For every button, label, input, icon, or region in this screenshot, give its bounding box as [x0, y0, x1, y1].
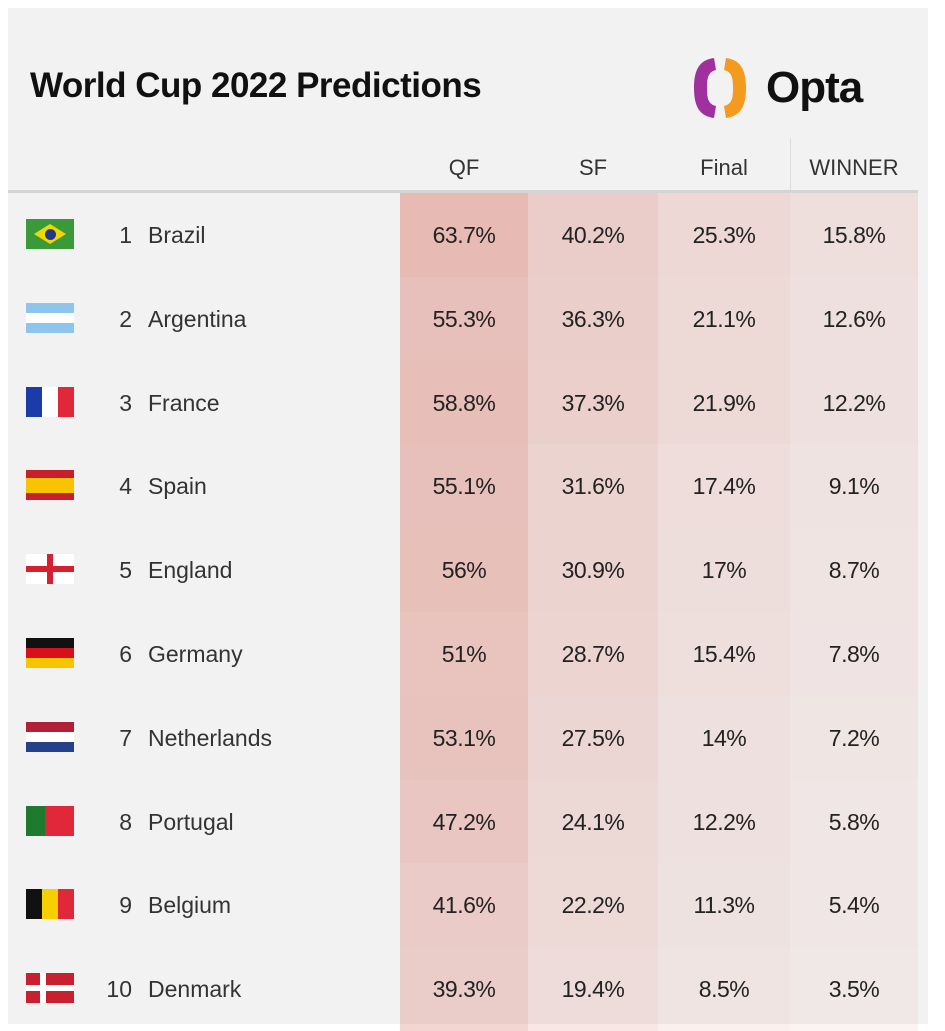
team-name: France [148, 389, 220, 416]
team-rank: 2 [119, 305, 132, 332]
cell-winner: 9.1% [790, 444, 918, 529]
portugal-flag-icon [26, 805, 74, 836]
predictions-table: 1 Brazil 63.7% 40.2% 25.3% 15.8% 2 Argentina… [8, 193, 928, 1031]
cell-sf: 36.3% [528, 276, 658, 361]
belgium-flag-icon [26, 889, 74, 920]
opta-logo-icon [694, 58, 746, 118]
team-name: Portugal [148, 808, 234, 835]
cell-sf: 30.9% [528, 528, 658, 612]
team-name: Spain [148, 473, 207, 500]
table-row: 5 England 56% 30.9% 17% 8.7% [8, 528, 928, 612]
argentina-flag-icon [26, 302, 74, 333]
team-name: England [148, 557, 233, 584]
team-name: Germany [148, 640, 243, 667]
cell-final: 21.1% [658, 276, 790, 361]
cell-winner: 12.2% [790, 360, 918, 445]
england-flag-icon [26, 554, 74, 585]
header-separator [790, 138, 791, 190]
cell-winner: 5.4% [790, 863, 918, 948]
cell-final: 21.9% [658, 360, 790, 445]
cell-qf: 51% [400, 611, 528, 696]
cell-winner: 7.2% [790, 695, 918, 780]
column-header-qf: QF [448, 155, 480, 180]
predictions-card: World Cup 2022 Predictions Opta QF SF Fi… [8, 8, 928, 1031]
opta-logo-text: Opta [766, 63, 863, 112]
cell-winner: 15.8% [790, 193, 918, 277]
team-name: Netherlands [148, 724, 273, 751]
team-rank: 7 [119, 724, 132, 751]
table-row: 2 Argentina 55.3% 36.3% 21.1% 12.6% [8, 276, 928, 361]
team-name: Belgium [148, 892, 232, 919]
cell-qf: 55.3% [400, 276, 528, 361]
page-title: World Cup 2022 Predictions [30, 66, 482, 105]
spain-flag-icon [26, 470, 74, 501]
cell-sf: 28.7% [528, 611, 658, 696]
cell-sf: 40.2% [528, 193, 658, 277]
cell-winner: 8.7% [790, 528, 918, 612]
cell-qf: 56% [400, 528, 528, 612]
cell-final: 17.4% [658, 444, 790, 529]
cell-final: 14% [658, 695, 790, 780]
table-row: 1 Brazil 63.7% 40.2% 25.3% 15.8% [8, 193, 928, 277]
cell-winner: 3.5% [790, 947, 918, 1031]
cell-final: 15.4% [658, 611, 790, 696]
team-rank: 5 [119, 557, 132, 584]
cell-qf: 39.3% [400, 947, 528, 1031]
column-header-sf: SF [578, 155, 608, 180]
cell-winner: 12.6% [790, 276, 918, 361]
cell-final: 17% [658, 528, 790, 612]
opta-logo: Opta [688, 52, 863, 124]
column-header-winner: WINNER [809, 155, 899, 180]
table-row: 8 Portugal 47.2% 24.1% 12.2% 5.8% [8, 779, 928, 864]
cell-sf: 37.3% [528, 360, 658, 445]
cell-qf: 47.2% [400, 779, 528, 864]
cell-winner: 5.8% [790, 779, 918, 864]
column-header-final: Final [700, 155, 748, 180]
table-row: 9 Belgium 41.6% 22.2% 11.3% 5.4% [8, 863, 928, 948]
table-row: 7 Netherlands 53.1% 27.5% 14% 7.2% [8, 695, 928, 780]
team-name: Brazil [148, 222, 206, 248]
cell-sf: 19.4% [528, 947, 658, 1031]
cell-sf: 27.5% [528, 695, 658, 780]
team-name: Denmark [148, 976, 242, 1003]
team-rank: 4 [119, 473, 132, 500]
cell-final: 25.3% [658, 193, 790, 277]
team-name: Argentina [148, 305, 247, 332]
cell-sf: 22.2% [528, 863, 658, 948]
table-row: 6 Germany 51% 28.7% 15.4% 7.8% [8, 611, 928, 696]
table-row: 10 Denmark 39.3% 19.4% 8.5% 3.5% [8, 947, 928, 1031]
cell-qf: 53.1% [400, 695, 528, 780]
cell-sf: 24.1% [528, 779, 658, 864]
cell-final: 11.3% [658, 863, 790, 948]
cell-qf: 41.6% [400, 863, 528, 948]
table-row: 4 Spain 55.1% 31.6% 17.4% 9.1% [8, 444, 928, 529]
table-row: 3 France 58.8% 37.3% 21.9% 12.2% [8, 360, 928, 445]
cell-final: 12.2% [658, 779, 790, 864]
team-rank: 6 [119, 640, 132, 667]
team-rank: 1 [119, 222, 132, 248]
team-rank: 9 [119, 892, 132, 919]
france-flag-icon [26, 386, 74, 417]
team-rank: 3 [119, 389, 132, 416]
cell-qf: 55.1% [400, 444, 528, 529]
netherlands-flag-icon [26, 721, 74, 752]
cell-winner: 7.8% [790, 611, 918, 696]
team-rank: 8 [119, 808, 132, 835]
team-rank: 10 [106, 976, 132, 1003]
brazil-flag-icon [26, 219, 74, 249]
germany-flag-icon [26, 637, 74, 668]
cell-qf: 58.8% [400, 360, 528, 445]
cell-final: 8.5% [658, 947, 790, 1031]
cell-qf: 63.7% [400, 193, 528, 277]
cell-sf: 31.6% [528, 444, 658, 529]
denmark-flag-icon [26, 973, 74, 1004]
header-divider [8, 190, 918, 193]
